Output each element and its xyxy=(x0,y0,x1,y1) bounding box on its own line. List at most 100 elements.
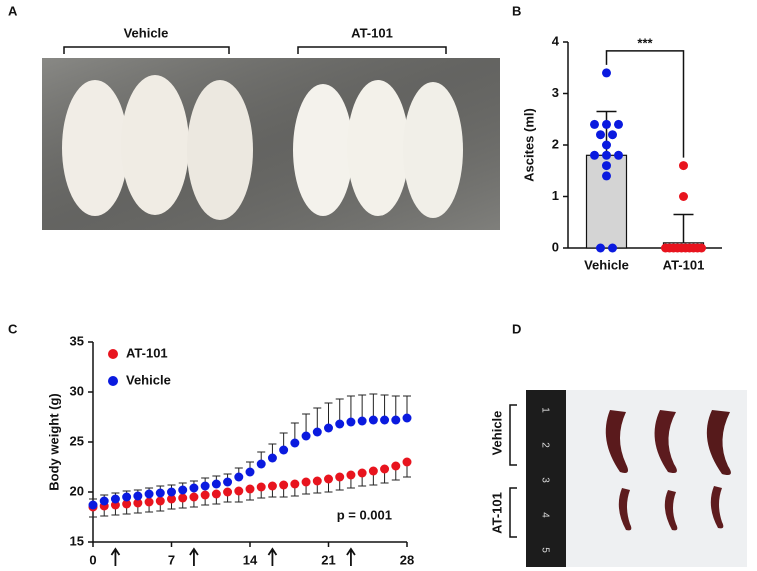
data-point xyxy=(155,496,165,506)
panel-label: D xyxy=(512,321,521,336)
legend-label: AT-101 xyxy=(126,345,168,360)
annotation: p = 0.001 xyxy=(337,507,392,522)
data-point xyxy=(357,468,367,478)
data-point xyxy=(200,490,210,500)
data-point xyxy=(590,119,599,129)
y-tick-label: 20 xyxy=(70,483,84,498)
legend-label: Vehicle xyxy=(126,372,171,387)
y-tick-label: 4 xyxy=(552,33,560,48)
data-point xyxy=(122,492,132,502)
data-point xyxy=(301,431,311,441)
significance-bracket xyxy=(605,50,685,158)
group-label: Vehicle xyxy=(124,25,169,40)
data-point xyxy=(335,472,345,482)
data-point xyxy=(402,413,412,423)
data-point xyxy=(144,489,154,499)
data-point xyxy=(590,150,599,160)
spleen-photo xyxy=(526,390,747,567)
data-point xyxy=(267,453,277,463)
dosing-arrow xyxy=(267,547,278,566)
y-axis-label: Body weight (g) xyxy=(46,393,61,491)
data-point xyxy=(380,415,390,425)
data-point xyxy=(133,491,143,501)
data-point xyxy=(335,419,345,429)
data-point xyxy=(391,461,401,471)
data-point xyxy=(402,457,412,467)
data-point xyxy=(357,416,367,426)
data-point xyxy=(368,415,378,425)
bracket xyxy=(509,487,517,538)
data-point xyxy=(324,423,333,433)
error-bar xyxy=(673,213,694,243)
data-point xyxy=(245,484,255,494)
data-point xyxy=(608,243,617,253)
ruler: 1 2 3 4 5 xyxy=(539,407,550,553)
dosing-arrow xyxy=(346,547,356,566)
group-label: AT-101 xyxy=(489,492,504,534)
y-tick-label: 1 xyxy=(552,188,559,203)
data-point xyxy=(110,494,120,504)
data-point xyxy=(602,68,611,78)
data-point xyxy=(602,140,611,150)
data-point xyxy=(290,438,300,448)
legend-marker xyxy=(108,349,118,359)
data-point xyxy=(99,496,109,506)
group-label: AT-101 xyxy=(351,25,393,40)
data-point xyxy=(301,477,311,487)
data-point xyxy=(697,243,706,253)
data-point xyxy=(614,119,623,129)
data-point xyxy=(256,459,266,469)
x-tick-label: 14 xyxy=(243,552,258,567)
data-point xyxy=(200,481,210,491)
ruler-label: 1 xyxy=(539,407,550,413)
bracket xyxy=(63,46,230,54)
data-point xyxy=(602,161,611,171)
y-tick-label: 2 xyxy=(552,136,559,151)
panel-label: C xyxy=(8,321,18,336)
mice-photo xyxy=(42,58,500,230)
dosing-arrow xyxy=(189,547,199,566)
data-point xyxy=(614,150,623,160)
data-point xyxy=(211,489,221,499)
data-point xyxy=(602,171,611,181)
y-tick-label: 25 xyxy=(70,433,84,448)
data-point xyxy=(602,119,611,129)
ruler-label: 2 xyxy=(539,442,550,448)
data-point xyxy=(223,477,233,487)
ruler-label: 3 xyxy=(539,477,550,483)
data-point xyxy=(267,481,277,491)
data-point xyxy=(368,466,378,476)
data-point xyxy=(133,498,143,508)
data-point xyxy=(290,479,300,489)
data-point xyxy=(167,487,176,497)
bracket xyxy=(509,404,517,466)
data-point xyxy=(178,493,188,503)
y-tick-label: 3 xyxy=(552,85,559,100)
group-label: Vehicle xyxy=(489,411,504,456)
data-point xyxy=(312,427,322,437)
data-point xyxy=(324,474,333,484)
y-tick-label: 15 xyxy=(70,533,84,548)
data-point xyxy=(234,472,244,482)
x-tick-label: 21 xyxy=(321,552,335,567)
data-point xyxy=(346,470,356,480)
x-tick-label: Vehicle xyxy=(584,257,629,272)
data-point xyxy=(234,486,244,496)
y-tick-label: 30 xyxy=(70,383,84,398)
data-point xyxy=(391,415,401,425)
data-point xyxy=(211,479,221,489)
data-point xyxy=(380,464,390,474)
x-tick-label: 7 xyxy=(168,552,175,567)
data-point xyxy=(144,497,154,507)
data-point xyxy=(602,150,611,160)
x-tick-label: 0 xyxy=(89,552,96,567)
data-point xyxy=(189,492,199,502)
data-point xyxy=(167,494,176,504)
data-point xyxy=(155,488,165,498)
data-point xyxy=(608,130,617,140)
data-point xyxy=(346,417,356,427)
y-tick-label: 35 xyxy=(70,333,84,348)
data-point xyxy=(178,485,188,495)
data-point xyxy=(245,467,255,477)
data-point xyxy=(189,483,199,493)
